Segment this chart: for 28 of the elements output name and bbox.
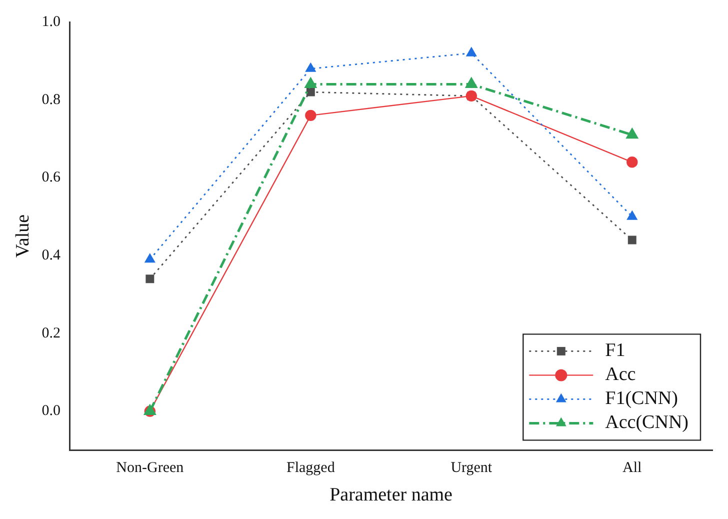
legend-label: Acc [605, 364, 636, 386]
y-axis-title: Value [12, 214, 34, 258]
point [305, 78, 316, 88]
point [626, 128, 638, 139]
y-tick-label: 0.2 [42, 325, 61, 342]
point [306, 63, 316, 72]
legend-label: F1 [605, 340, 626, 362]
x-tick-label: Flagged [286, 460, 336, 476]
x-tick-label: All [622, 460, 642, 476]
legend-label: Acc(CNN) [605, 412, 688, 434]
y-tick-label: 0.6 [42, 170, 62, 186]
y-tick-label: 0.0 [42, 403, 61, 420]
x-tick-label: Urgent [450, 460, 493, 476]
point [626, 156, 638, 168]
point [306, 88, 315, 96]
legend-label: F1(CNN) [605, 388, 678, 410]
point [627, 210, 638, 220]
point [466, 47, 476, 56]
y-tick-label: 0.8 [42, 92, 61, 108]
y-tick-label: 1.0 [42, 14, 61, 30]
x-tick-label: Non-Green [116, 460, 184, 476]
y-tick-label: 0.4 [42, 248, 62, 264]
x-axis-title: Parameter name [330, 484, 452, 506]
point [628, 236, 636, 244]
point [146, 274, 154, 284]
point [144, 254, 155, 263]
point [466, 78, 477, 88]
point [305, 110, 316, 122]
